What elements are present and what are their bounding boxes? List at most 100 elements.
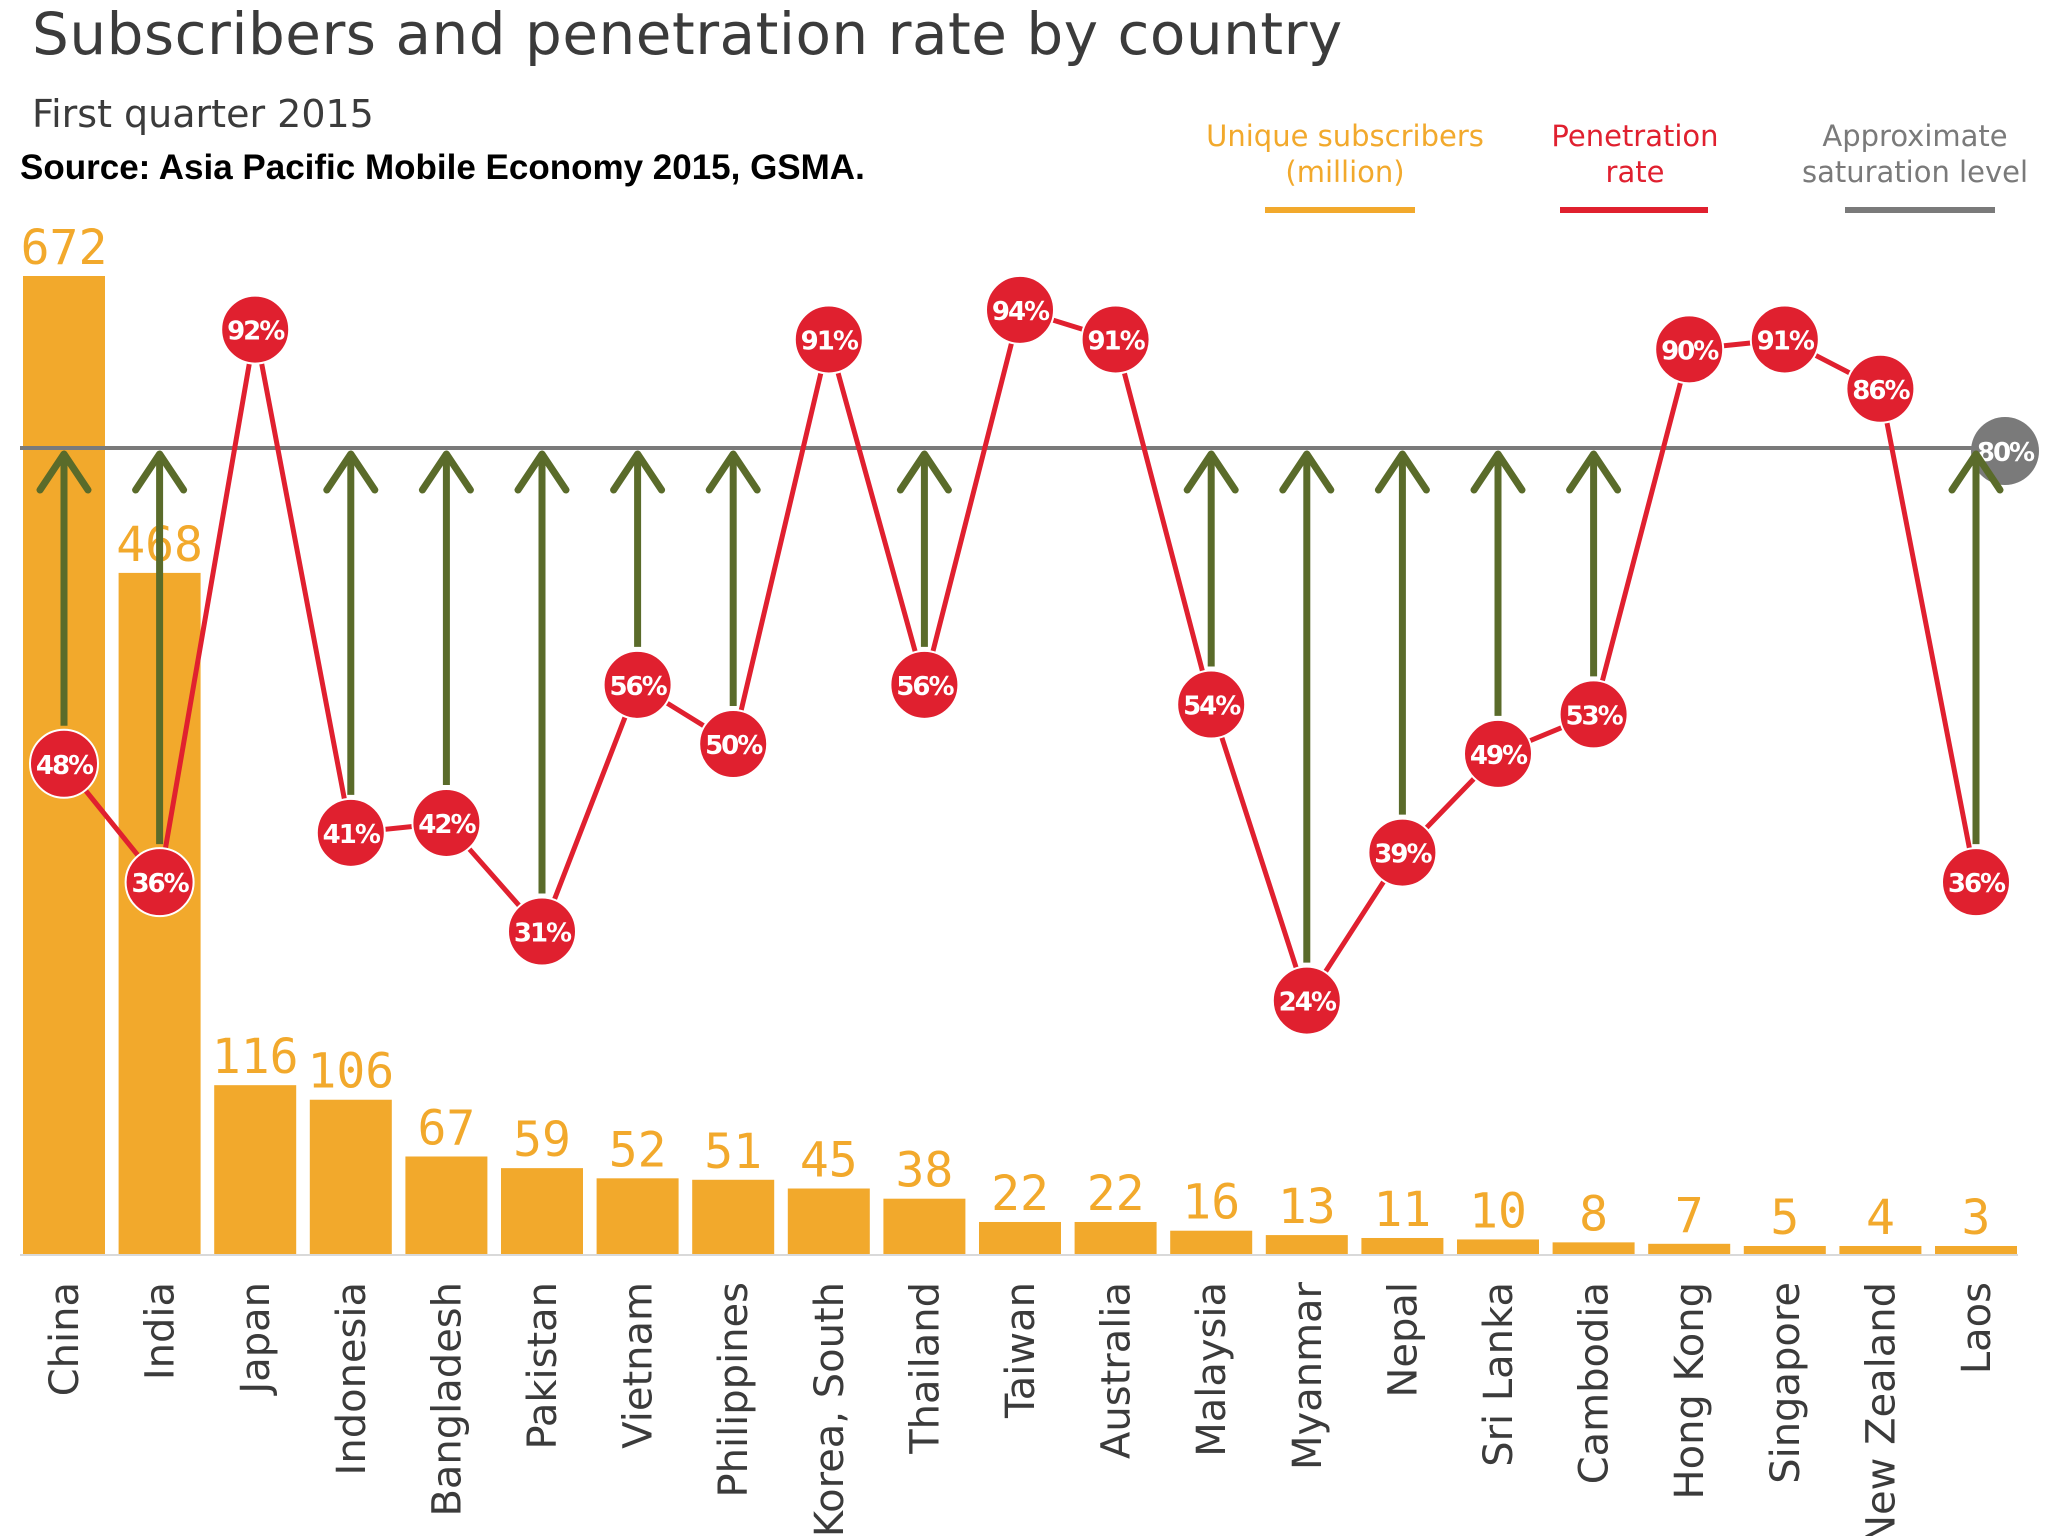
penetration-points-layer: 48% 36% 92% 41% 42% 31% 56% 50% 91% 56% 94% 91% 54% 2… <box>29 274 2011 1036</box>
category-label: Pakistan <box>520 1282 566 1450</box>
arrow-head <box>896 450 952 494</box>
penetration-value-label: 41% <box>323 820 381 850</box>
saturation-label: 80% <box>1977 438 2035 468</box>
penetration-point <box>985 274 1055 345</box>
penetration-point <box>1176 669 1247 740</box>
category-label: Singapore <box>1763 1282 1809 1484</box>
penetration-point <box>124 847 195 918</box>
legend-penetration-label: Penetration rate <box>1551 119 1719 189</box>
bar-value-label: 59 <box>513 1112 571 1168</box>
bars-layer: 6724681161066759525145382222161311108754… <box>20 220 2018 1256</box>
penetration-value-label: 24% <box>1279 988 1337 1018</box>
penetration-value-label: 39% <box>1374 840 1432 870</box>
chart-subtitle: First quarter 2015 <box>32 92 374 136</box>
penetration-value-label: 54% <box>1183 692 1241 722</box>
arrow-head <box>1948 450 2004 494</box>
bar-value-label: 22 <box>991 1166 1049 1222</box>
legend-saturation-label: Approximate saturation level <box>1801 119 2029 189</box>
legend-saturation-swatch <box>1845 207 1995 213</box>
bar-value-label: 45 <box>800 1133 858 1189</box>
penetration-value-label: 53% <box>1565 701 1623 731</box>
arrow-head <box>36 450 92 494</box>
penetration-point <box>1749 304 1820 375</box>
category-label: Sri Lanka <box>1476 1282 1522 1467</box>
penetration-point <box>507 896 577 967</box>
legend-subscribers-label: Unique subscribers (million) <box>1206 119 1484 189</box>
arrow-head <box>323 450 379 494</box>
category-label: Japan <box>233 1282 279 1397</box>
penetration-point <box>1941 847 2011 918</box>
category-label: Cambodia <box>1572 1282 1618 1484</box>
bar-laos <box>1935 1246 2017 1254</box>
penetration-value-label: 94% <box>992 297 1050 327</box>
arrow-head <box>705 450 761 494</box>
penetration-value-label: 91% <box>1757 326 1815 356</box>
arrow-head <box>418 450 474 494</box>
category-label: Laos <box>1954 1282 2000 1374</box>
penetration-value-label: 50% <box>705 731 763 761</box>
chart-source: Source: Asia Pacific Mobile Economy 2015… <box>20 148 865 187</box>
penetration-value-label: 56% <box>609 672 667 702</box>
bar-value-label: 4 <box>1866 1190 1895 1246</box>
penetration-point <box>411 787 482 858</box>
penetration-point <box>1558 679 1629 750</box>
category-label: India <box>138 1282 184 1380</box>
penetration-value-label: 31% <box>514 919 572 949</box>
penetration-point <box>1080 304 1151 375</box>
category-label: Korea, South <box>807 1282 853 1536</box>
bar-indonesia <box>309 1099 392 1254</box>
bar-cambodia <box>1552 1242 1635 1254</box>
bar-hong-kong <box>1648 1243 1731 1254</box>
category-label: Indonesia <box>329 1282 375 1475</box>
bar-value-label: 116 <box>212 1029 299 1085</box>
category-label: Bangladesh <box>424 1282 470 1517</box>
penetration-point <box>602 649 673 720</box>
penetration-value-label: 92% <box>227 317 285 347</box>
bar-value-label: 16 <box>1182 1175 1240 1231</box>
category-label: Thailand <box>902 1282 948 1455</box>
penetration-value-label: 36% <box>1948 869 2006 899</box>
penetration-value-label: 56% <box>896 672 954 702</box>
bar-value-label: 3 <box>1962 1190 1991 1246</box>
category-label: New Zealand <box>1858 1282 1904 1536</box>
arrow-head <box>514 450 570 494</box>
category-label: Philippines <box>711 1282 757 1498</box>
category-labels-layer: China India Japan Indonesia Bangladesh Pakist… <box>42 1281 2000 1536</box>
legend-subscribers: Unique subscribers (million) <box>1195 118 1495 190</box>
arrow-head <box>1183 450 1239 494</box>
bar-sri-lanka <box>1457 1239 1539 1254</box>
penetration-point <box>1271 965 1342 1036</box>
bar-japan <box>214 1085 297 1254</box>
penetration-point <box>315 797 386 868</box>
penetration-point <box>29 728 99 799</box>
category-label: Vietnam <box>616 1282 662 1449</box>
penetration-value-label: 48% <box>36 751 94 781</box>
bar-value-label: 38 <box>896 1143 954 1199</box>
penetration-value-label: 42% <box>418 810 476 840</box>
penetration-point <box>793 304 864 375</box>
category-label: Nepal <box>1380 1282 1426 1398</box>
bar-value-label: 22 <box>1087 1166 1145 1222</box>
category-label: China <box>42 1282 88 1396</box>
bar-value-label: 11 <box>1374 1182 1432 1238</box>
bar-value-label: 8 <box>1579 1186 1608 1242</box>
bar-value-label: 10 <box>1469 1183 1527 1239</box>
bar-nepal <box>1361 1237 1444 1254</box>
penetration-value-label: 86% <box>1852 376 1910 406</box>
arrow-layer <box>36 450 2004 963</box>
bar-philippines <box>692 1179 775 1254</box>
penetration-value-label: 49% <box>1470 741 1528 771</box>
chart-title: Subscribers and penetration rate by coun… <box>32 0 1343 68</box>
arrow-head <box>610 450 666 494</box>
arrow-head <box>1566 450 1622 494</box>
bar-value-label: 672 <box>21 220 108 276</box>
bar-value-label: 51 <box>704 1124 762 1180</box>
legend-penetration-swatch <box>1560 207 1708 213</box>
category-label: Malaysia <box>1189 1282 1235 1457</box>
bar-taiwan <box>979 1221 1061 1254</box>
penetration-point <box>889 649 960 720</box>
bar-value-label: 106 <box>307 1044 394 1100</box>
arrow-head <box>132 450 188 494</box>
penetration-value-label: 36% <box>131 869 189 899</box>
